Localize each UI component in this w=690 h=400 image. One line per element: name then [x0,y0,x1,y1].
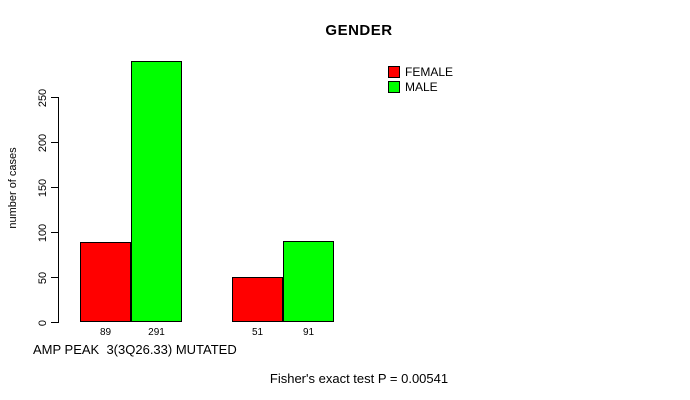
legend-label-female: FEMALE [405,64,454,79]
x-axis-title: AMP PEAK 3(3Q26.33) MUTATED [33,342,237,357]
legend-item-male: MALE [388,79,453,94]
chart-title: GENDER [325,22,393,39]
legend-swatch-female [388,65,400,78]
legend-item-female: FEMALE [388,64,453,79]
bar-value-label-female-group1: 89 [99,327,112,338]
bar-female-group1 [80,242,131,323]
legend: FEMALE MALE [388,64,453,94]
y-tick-label-200: 200 [37,133,49,152]
bar-value-label-male-group2: 91 [302,327,315,338]
y-tick-label-150: 150 [37,178,49,197]
y-tick-label-250: 250 [37,88,49,107]
bar-value-label-male-group1: 291 [148,327,165,338]
bar-female-group2 [232,276,283,323]
y-tick-mark-250 [51,97,58,98]
legend-label-male: MALE [405,79,438,94]
y-tick-label-100: 100 [37,223,49,242]
y-tick-mark-0 [51,322,58,323]
y-axis-line [58,97,59,323]
y-tick-label-0: 0 [37,319,49,326]
bar-male-group1 [131,60,182,323]
fisher-test-annotation: Fisher's exact test P = 0.00541 [269,371,449,386]
bar-male-group2 [283,240,334,323]
y-tick-mark-50 [51,277,58,278]
y-tick-mark-200 [51,142,58,143]
legend-swatch-male [388,80,400,93]
y-tick-mark-100 [51,232,58,233]
y-tick-label-50: 50 [37,271,49,284]
y-tick-mark-150 [51,187,58,188]
y-axis-title: number of cases [7,147,19,229]
bar-value-label-female-group2: 51 [251,327,264,338]
